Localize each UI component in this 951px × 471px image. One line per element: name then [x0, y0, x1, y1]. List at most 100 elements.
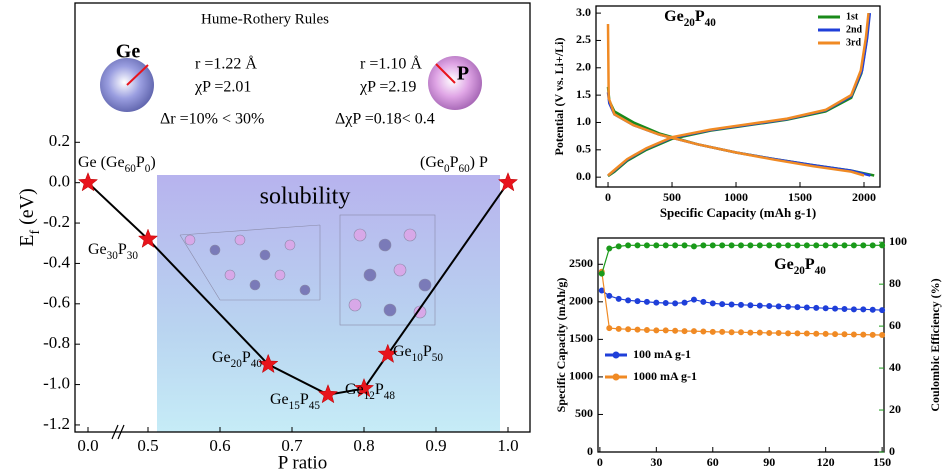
point-label: Ge15P45 — [270, 391, 320, 412]
annotation: Ge — [116, 41, 141, 63]
y-tick-label: -0.6 — [43, 293, 70, 312]
data-point — [738, 301, 744, 308]
data-point — [709, 242, 716, 249]
data-point — [728, 242, 735, 249]
y2-tick-label: 0 — [889, 444, 895, 458]
data-point — [822, 242, 829, 249]
data-point — [803, 242, 810, 249]
point-label: Ge (Ge60P0) — [78, 154, 156, 175]
data-point — [813, 242, 820, 249]
y2-axis-label: Coulombic Efficiency (%) — [928, 278, 942, 411]
y-tick-label: 1.0 — [576, 114, 591, 128]
annotation: χP =2.01 — [194, 79, 251, 96]
chart-title: Ge20P40 — [664, 8, 716, 29]
data-point — [672, 242, 679, 249]
legend-label: 2nd — [846, 24, 863, 35]
y2-tick-label: 60 — [889, 318, 901, 332]
radius-arrow — [435, 63, 456, 84]
data-point — [690, 296, 697, 303]
y-tick-label: 1500 — [569, 331, 593, 345]
data-point — [653, 299, 660, 306]
y2-tick-label: 80 — [889, 276, 901, 290]
y-tick-label: -0.2 — [43, 212, 70, 231]
point-label: Ge12P48 — [345, 381, 395, 402]
data-point — [700, 242, 707, 249]
data-point — [662, 242, 669, 249]
data-point — [756, 242, 763, 249]
data-point — [643, 242, 650, 249]
y-tick-label: -1.2 — [43, 414, 70, 433]
plot-frame — [595, 5, 881, 188]
point-label: Ge10P50 — [393, 343, 443, 364]
data-point — [653, 327, 660, 334]
data-point — [747, 329, 754, 336]
data-point — [615, 295, 622, 302]
y-axis-label: Potential (V vs. Li+/Li) — [552, 38, 566, 156]
data-point — [728, 329, 735, 336]
data-point — [841, 331, 848, 338]
data-point — [719, 328, 726, 335]
data-point — [700, 328, 707, 335]
legend-label: 3rd — [846, 37, 861, 48]
series-line — [606, 12, 870, 177]
y-tick-label: 3.0 — [576, 5, 591, 19]
x-tick-label: 30 — [650, 455, 662, 469]
data-point — [869, 306, 876, 313]
data-point — [794, 304, 801, 311]
data-point — [738, 242, 744, 249]
y-tick-label: 2500 — [569, 256, 593, 270]
data-point — [794, 330, 801, 337]
data-star — [497, 171, 519, 192]
data-point — [879, 332, 886, 339]
data-point — [813, 304, 820, 311]
x-tick-label: 1.0 — [497, 436, 518, 455]
data-point — [813, 330, 820, 337]
x-tick-label: 1000 — [724, 190, 748, 204]
x-tick-label: 0.7 — [281, 436, 303, 455]
y-tick-label: 2.0 — [576, 60, 591, 74]
y-tick-label: 2000 — [569, 294, 593, 308]
data-point — [681, 299, 688, 306]
data-point — [803, 304, 810, 311]
x-tick-label: 0.8 — [353, 436, 374, 455]
data-point — [785, 303, 792, 310]
data-point — [860, 306, 867, 313]
data-point — [794, 242, 801, 249]
y-tick-label: 1000 — [569, 369, 593, 383]
y-tick-label: 2.5 — [576, 32, 591, 46]
data-point — [672, 300, 679, 307]
data-point — [606, 292, 613, 299]
chart-title: Ge20P40 — [774, 256, 826, 277]
legend-marker — [612, 351, 620, 359]
x-tick-label: 2000 — [852, 190, 876, 204]
legend-label: 1st — [846, 11, 859, 22]
annotation: Δr =10% < 30% — [160, 111, 264, 128]
data-point — [681, 242, 688, 249]
data-point — [879, 242, 886, 249]
x-axis-label: P ratio — [278, 452, 327, 471]
data-point — [869, 242, 876, 249]
data-point — [766, 302, 773, 309]
data-point — [634, 298, 641, 305]
data-point — [700, 298, 707, 305]
x-tick-label: 1500 — [788, 190, 812, 204]
x-tick-label: 500 — [663, 190, 681, 204]
point-label: Ge20P40 — [212, 349, 262, 370]
y-axis-label: Ef (eV) — [16, 188, 43, 247]
data-point — [738, 329, 744, 336]
x-tick-label: 0 — [605, 190, 611, 204]
data-star — [353, 377, 375, 398]
x-tick-label: 90 — [763, 455, 775, 469]
x-axis-label: Specific Capacity (mAh g-1) — [660, 205, 816, 220]
data-point — [785, 242, 792, 249]
data-point — [766, 329, 773, 336]
data-point — [775, 329, 782, 336]
data-point — [860, 331, 867, 338]
data-point — [615, 325, 622, 332]
data-point — [662, 327, 669, 334]
annotation: r =1.22 Å — [195, 55, 257, 73]
data-point — [841, 242, 848, 249]
data-point — [690, 243, 697, 250]
data-point — [860, 242, 867, 249]
annotation: χP =2.19 — [359, 79, 416, 96]
